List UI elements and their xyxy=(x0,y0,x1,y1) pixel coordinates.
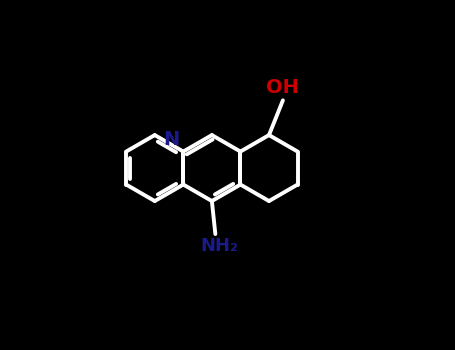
Text: OH: OH xyxy=(267,78,299,97)
Text: N: N xyxy=(163,130,179,149)
Text: NH₂: NH₂ xyxy=(200,238,238,255)
